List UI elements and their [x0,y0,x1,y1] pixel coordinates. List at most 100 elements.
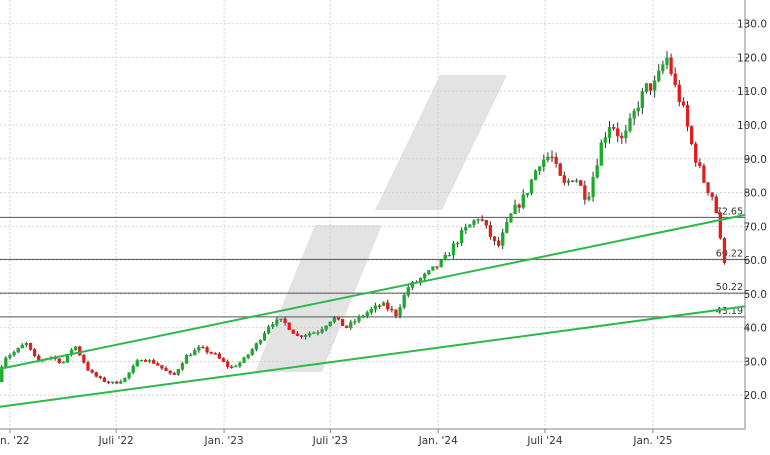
candle-body [24,342,29,346]
candle-body [714,196,718,214]
candle-body [677,84,681,102]
candle-body [102,377,107,382]
candle-body [669,57,673,74]
candle-body [32,349,37,357]
candle-body [722,237,727,264]
candle-body [262,332,267,341]
candle-body [640,91,644,109]
candle-body [106,381,111,383]
candle-body [566,180,571,183]
candle-body [620,135,624,139]
x-tick-label: Jan. '24 [418,435,458,447]
candle-body [648,83,653,91]
y-tick-label: 60.0 [744,255,767,267]
candle-body [156,363,160,366]
candle-body [28,342,33,350]
y-tick-label: 20.0 [744,390,767,402]
candle-body [303,335,308,337]
axes [0,0,746,430]
y-tick-label: 40.0 [744,323,767,335]
candle-body [328,321,332,327]
candle-body [694,143,698,163]
candle-body [246,354,250,358]
candle-body [607,127,612,138]
candle-body [234,365,238,368]
candle-body [143,360,148,362]
candle-body [213,353,217,355]
candle-body [398,307,402,316]
candle-body [312,332,316,334]
candle-body [225,361,230,367]
candle-body [238,362,242,367]
candle-body [16,347,20,353]
candle-body [702,165,706,183]
candle-body [644,83,649,92]
candle-body [115,381,119,384]
candle-body [267,326,271,334]
x-tick-label: Jan. '25 [632,435,672,447]
candle-body [205,347,209,353]
candle-body [476,219,480,221]
level-label: 72.65 [716,206,743,217]
candle-body [624,130,628,139]
x-tick-label: Jan. '23 [204,435,244,447]
candle-body [86,362,90,371]
candle-body [98,376,102,378]
y-tick-label: 130.0 [737,19,767,31]
candle-body [193,350,197,356]
candle-body [513,204,517,214]
candle-body [628,118,632,131]
candle-body [74,346,78,351]
candle-body [287,322,291,330]
candle-body [464,227,468,231]
candle-body [373,305,378,310]
candle-body [550,156,554,159]
candle-body [57,358,61,363]
trendlines [0,213,746,408]
x-tick-label: Juli '24 [526,435,562,447]
candle-body [119,381,123,384]
candle-body [295,333,300,336]
candle-body [484,220,488,226]
candle-body [525,192,530,195]
candle-body [575,180,579,182]
x-tick-label: Juli '23 [312,435,348,447]
trendline [0,213,746,370]
candle-body [176,369,180,375]
candle-body [710,192,714,198]
candle-body [340,319,345,326]
candle-body [603,137,608,143]
candle-body [661,64,665,72]
candle-body [345,325,349,328]
candle-body [591,177,595,197]
candle-body [681,101,686,106]
candle-body [423,273,427,279]
candle-body [242,357,246,363]
candle-body [538,166,542,171]
candle-body [258,340,263,344]
candle-body [324,325,328,330]
y-tick-label: 80.0 [744,188,767,200]
grid-layer [0,0,745,429]
candle-body [546,156,550,160]
candle-body [217,353,222,359]
candle-body [320,329,324,333]
candle-body [353,321,357,323]
candle-body [460,230,464,244]
y-tick-label: 90.0 [744,154,767,166]
level-label: 43.19 [716,306,743,317]
y-tick-label: 100.0 [737,120,767,132]
candle-body [147,360,152,362]
candle-body [558,163,562,176]
candle-body [455,242,460,245]
candle-body [406,287,410,296]
candle-body [595,165,599,178]
candle-body [4,357,8,368]
candle-body [443,254,447,260]
candle-body [657,70,661,81]
candle-body [90,370,94,373]
candle-body [579,180,583,186]
candle-body [349,321,353,328]
y-tick-label: 70.0 [744,221,767,233]
